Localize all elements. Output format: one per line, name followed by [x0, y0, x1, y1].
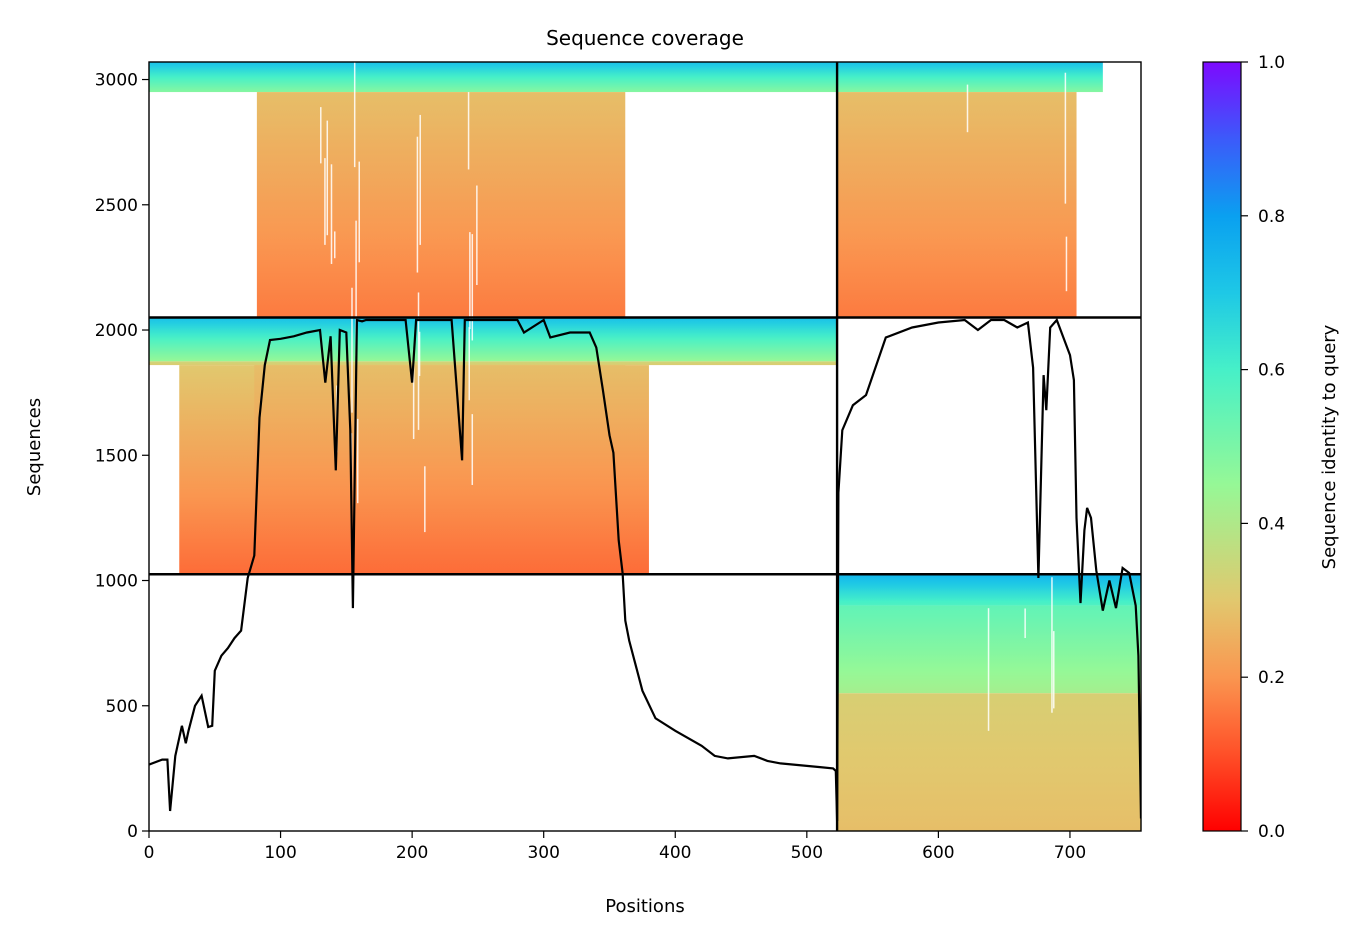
colorbar-tick-label: 0.4: [1258, 514, 1285, 534]
x-tick-label: 300: [527, 843, 559, 863]
gap-streak: [324, 158, 326, 245]
x-tick-label: 500: [791, 843, 823, 863]
gap-streak: [471, 414, 474, 485]
colorbar-label: Sequence identity to query: [1319, 324, 1340, 569]
gap-streak: [330, 164, 333, 264]
gap-streak: [355, 220, 357, 357]
gap-streak: [468, 327, 470, 401]
heatmap-segment-b-top: [837, 62, 1103, 93]
gap-streak: [1065, 236, 1068, 292]
x-tick-label: 700: [1054, 843, 1086, 863]
x-tick-label: 400: [659, 843, 691, 863]
plot-area: [149, 62, 1141, 831]
y-axis: 0 500 1000 1500 2000 2500 3000: [95, 71, 149, 842]
gap-streak: [471, 234, 474, 341]
gap-streak: [1051, 577, 1053, 713]
gap-streak: [469, 232, 471, 330]
gap-streak: [353, 62, 356, 168]
x-axis: 0 100 200 300 400 500 600 700: [144, 831, 1086, 863]
chart-title: Sequence coverage: [546, 26, 744, 50]
y-tick-label: 1500: [95, 446, 138, 466]
gap-streak: [971, 345, 973, 410]
colorbar-frame: [1202, 61, 1242, 832]
gap-streak: [1064, 72, 1067, 204]
gap-streak: [320, 107, 322, 164]
x-tick-label: 200: [396, 843, 428, 863]
gap-streak: [416, 136, 419, 273]
colorbar-tick-label: 0.6: [1258, 361, 1285, 381]
colorbar-tick-label: 0.0: [1258, 822, 1285, 842]
heatmap-segment-b-left-core: [256, 92, 626, 318]
x-tick-label: 100: [264, 843, 296, 863]
colorbar-tick-label: 0.8: [1258, 207, 1285, 227]
heatmap-segment-b-left-top: [149, 62, 838, 93]
colorbar-tick-label: 0.2: [1258, 668, 1285, 688]
heatmap-segment-p-top: [837, 574, 1141, 606]
gap-streak: [1023, 339, 1026, 389]
x-axis-label: Positions: [605, 896, 684, 917]
gap-streak: [412, 348, 415, 440]
colorbar-ticks: 0.0 0.2 0.4 0.6 0.8 1.0: [1241, 53, 1285, 842]
y-tick-label: 500: [106, 697, 138, 717]
gap-streak: [334, 231, 336, 259]
colorbar-fill: [1203, 62, 1241, 831]
gap-streak: [966, 84, 969, 133]
heatmap-segment-a-ext: [254, 365, 649, 575]
gap-streak: [417, 292, 420, 430]
gap-streak: [326, 120, 329, 236]
gap-streak: [467, 92, 470, 170]
gap-streak: [424, 466, 426, 533]
gap-streak: [973, 421, 975, 542]
gap-streak: [966, 491, 969, 531]
y-tick-label: 0: [127, 822, 138, 842]
gap-streak: [1053, 631, 1055, 709]
gap-streak: [987, 608, 990, 731]
y-tick-label: 3000: [95, 71, 138, 91]
y-tick-label: 2500: [95, 196, 138, 216]
gap-streak: [351, 287, 353, 413]
x-tick-label: 600: [922, 843, 954, 863]
heatmap-segment-b-core: [837, 92, 1077, 318]
gap-streak: [418, 331, 421, 376]
y-axis-label: Sequences: [24, 398, 45, 496]
gap-streak: [989, 428, 991, 538]
coverage-line: [149, 317, 1141, 822]
gap-streak: [419, 114, 421, 245]
heatmap-segment-a-band: [149, 361, 838, 366]
gap-streak: [476, 185, 478, 286]
heatmap-segment-a-top: [149, 317, 838, 362]
gap-streak: [358, 161, 360, 263]
gap-streak: [1024, 608, 1026, 639]
gap-streak: [356, 418, 359, 504]
colorbar-tick-label: 1.0: [1258, 53, 1285, 73]
coverage-heatmap: [149, 62, 1141, 831]
x-tick-label: 0: [144, 843, 155, 863]
plot-frame: [148, 61, 1142, 832]
y-tick-label: 1000: [95, 572, 138, 592]
y-tick-label: 2000: [95, 321, 138, 341]
colorbar: 0.0 0.2 0.4 0.6 0.8 1.0 Sequence identity to …: [1202, 53, 1340, 842]
